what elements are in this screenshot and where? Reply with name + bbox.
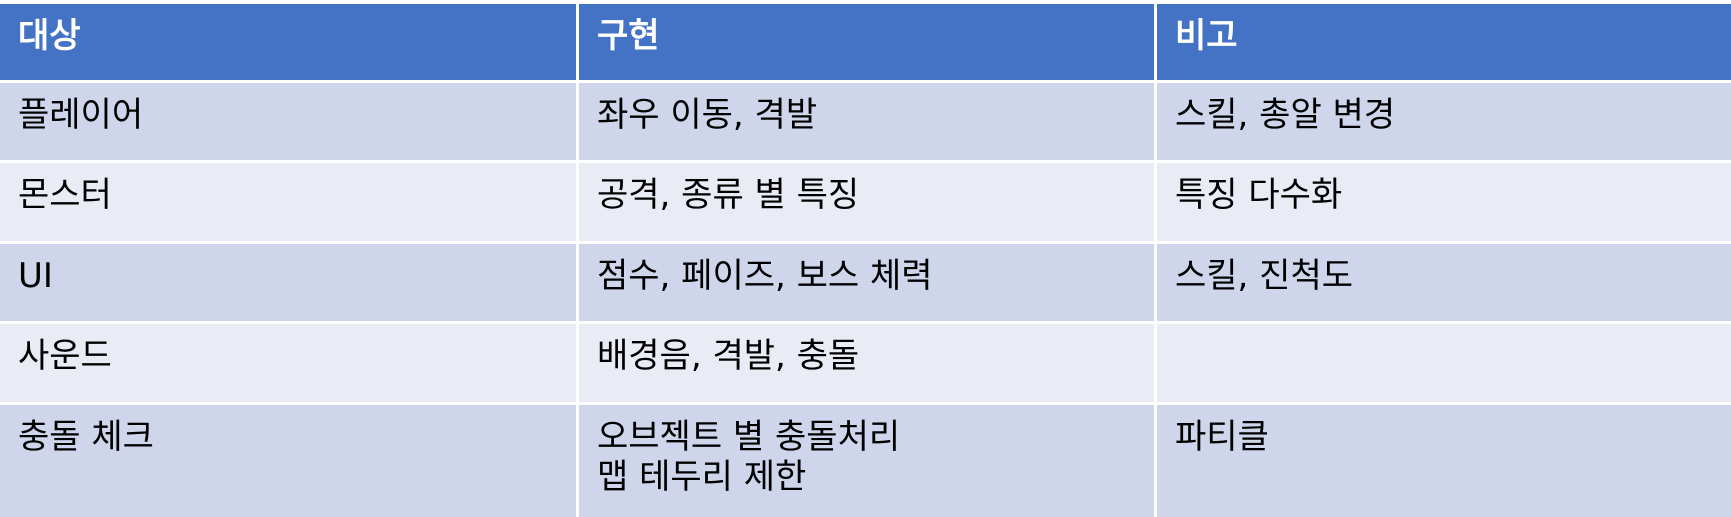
table-cell-remarks: 특징 다수화: [1157, 163, 1731, 241]
table-cell-implementation: 점수, 페이즈, 보스 체력: [579, 244, 1154, 321]
table-cell-remarks: [1157, 324, 1731, 402]
table-cell-target: 플레이어: [0, 83, 576, 160]
header-implementation: 구현: [579, 4, 1154, 80]
table-cell-target: 사운드: [0, 324, 576, 402]
table-cell-implementation: 공격, 종류 별 특징: [579, 163, 1154, 241]
table-cell-target: 충돌 체크: [0, 405, 576, 517]
table-cell-remarks: 스킬, 진척도: [1157, 244, 1731, 321]
header-target: 대상: [0, 4, 576, 80]
table-cell-implementation: 오브젝트 별 충돌처리 맵 테두리 제한: [579, 405, 1154, 517]
table-cell-remarks: 스킬, 총알 변경: [1157, 83, 1731, 160]
table-cell-remarks: 파티클: [1157, 405, 1731, 517]
table-cell-target: 몬스터: [0, 163, 576, 241]
table-cell-implementation: 좌우 이동, 격발: [579, 83, 1154, 160]
table-cell-target: UI: [0, 244, 576, 321]
data-table: 대상 구현 비고 플레이어 좌우 이동, 격발 스킬, 총알 변경 몬스터 공격…: [0, 4, 1731, 517]
table-cell-implementation: 배경음, 격발, 충돌: [579, 324, 1154, 402]
header-remarks: 비고: [1157, 4, 1731, 80]
